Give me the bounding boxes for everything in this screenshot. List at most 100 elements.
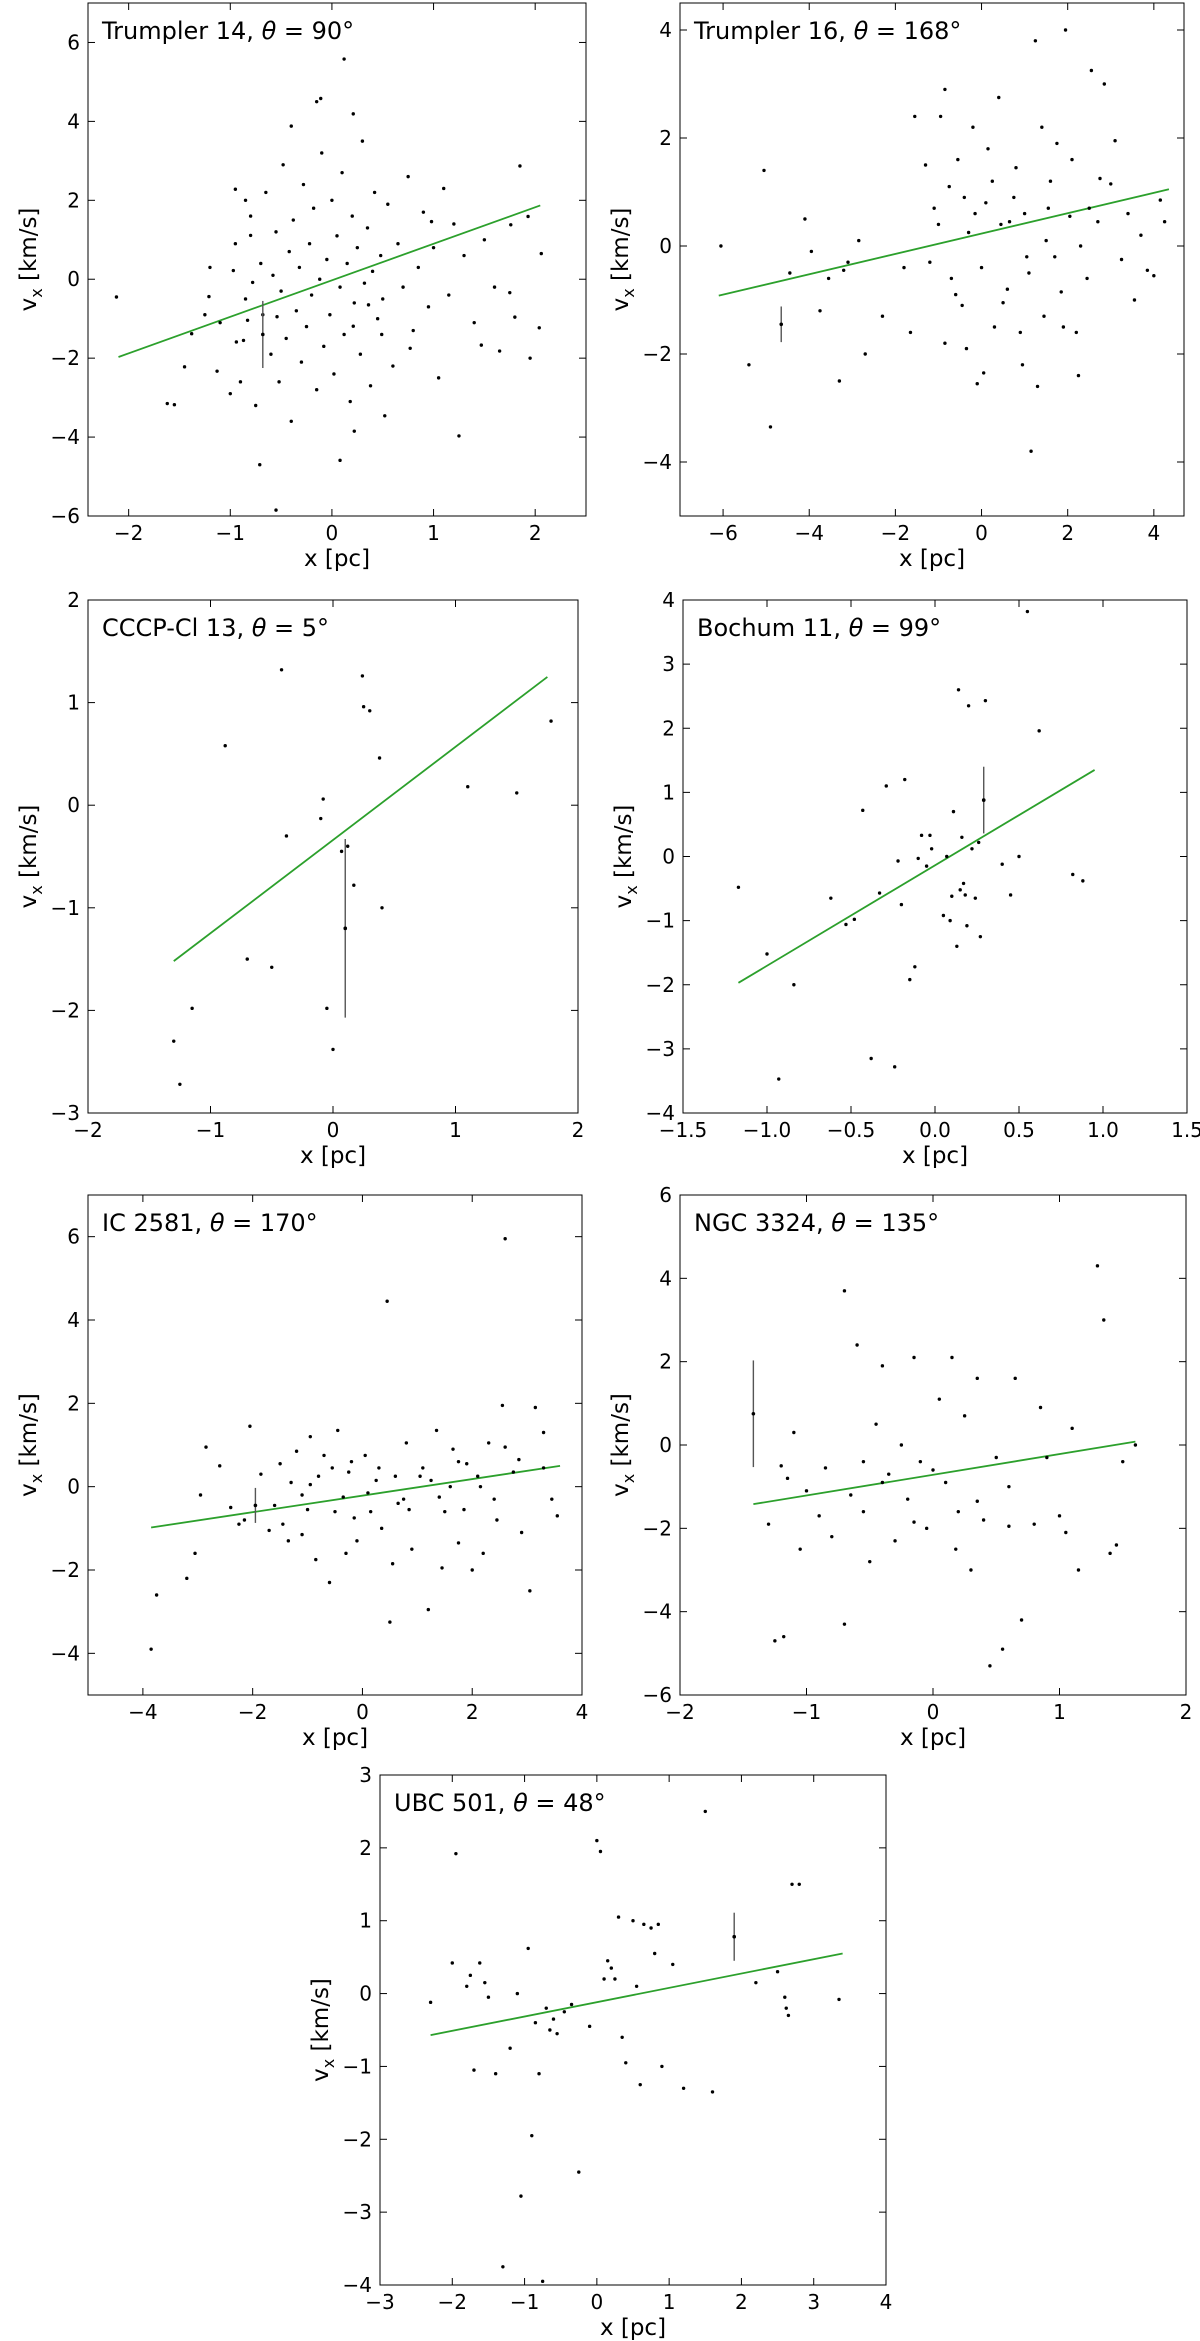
data-point bbox=[286, 1539, 291, 1543]
data-point bbox=[386, 202, 390, 206]
data-point bbox=[264, 190, 268, 195]
data-point bbox=[992, 325, 997, 329]
data-point bbox=[908, 977, 912, 982]
data-point bbox=[345, 261, 349, 266]
data-point bbox=[966, 704, 971, 708]
x-axis-label: x [pc] bbox=[600, 2315, 666, 2341]
data-point bbox=[783, 1995, 787, 1999]
data-point bbox=[587, 2024, 592, 2029]
data-point bbox=[1145, 268, 1150, 272]
data-point bbox=[322, 344, 326, 349]
data-point bbox=[492, 1497, 496, 1501]
data-point bbox=[999, 222, 1003, 227]
x-tick-label: 1.0 bbox=[1087, 1118, 1119, 1142]
data-point bbox=[1059, 290, 1063, 294]
data-point bbox=[956, 688, 961, 692]
data-point bbox=[519, 2194, 523, 2198]
data-point bbox=[349, 1459, 354, 1464]
data-point bbox=[391, 364, 395, 368]
data-point bbox=[555, 2031, 559, 2036]
data-point bbox=[300, 1493, 304, 1497]
data-point bbox=[390, 1562, 395, 1566]
data-point bbox=[258, 463, 262, 467]
data-point bbox=[294, 1449, 299, 1453]
data-point bbox=[976, 840, 981, 845]
data-point bbox=[947, 184, 951, 189]
data-point bbox=[994, 1455, 998, 1460]
y-tick-label: 4 bbox=[659, 18, 672, 42]
error-bar-point bbox=[732, 1934, 736, 1939]
data-point bbox=[671, 1962, 675, 1967]
y-tick-label: 6 bbox=[67, 1225, 80, 1249]
x-tick-label: −6 bbox=[708, 521, 737, 545]
data-point bbox=[544, 2006, 548, 2010]
data-point bbox=[361, 705, 366, 709]
data-point bbox=[863, 352, 867, 356]
data-point bbox=[681, 2086, 686, 2090]
fit-line bbox=[118, 204, 541, 358]
data-point bbox=[416, 265, 421, 270]
y-axis-label: vx [km/s] bbox=[16, 1393, 46, 1497]
data-point bbox=[533, 2021, 538, 2025]
data-point bbox=[267, 1528, 271, 1533]
data-point bbox=[442, 186, 446, 191]
data-point bbox=[855, 1343, 859, 1347]
y-tick-label: 4 bbox=[659, 1266, 672, 1290]
data-point bbox=[912, 1520, 916, 1524]
data-point bbox=[347, 1470, 351, 1474]
data-point bbox=[984, 201, 988, 205]
data-point bbox=[426, 1607, 431, 1612]
data-point bbox=[949, 276, 954, 281]
data-point bbox=[436, 376, 441, 380]
data-point bbox=[768, 425, 773, 429]
data-point bbox=[352, 883, 356, 887]
data-point bbox=[979, 265, 984, 270]
data-point bbox=[358, 352, 363, 356]
data-point bbox=[340, 170, 344, 175]
data-point bbox=[348, 399, 352, 404]
data-point bbox=[342, 332, 346, 337]
data-point bbox=[924, 864, 929, 868]
data-point bbox=[1139, 233, 1143, 237]
fit-line bbox=[737, 769, 1096, 984]
data-point bbox=[975, 382, 979, 386]
y-tick-label: 2 bbox=[67, 1391, 80, 1415]
data-point bbox=[365, 226, 370, 230]
x-axis-label: x [pc] bbox=[899, 546, 965, 572]
data-point bbox=[766, 1522, 771, 1526]
data-point bbox=[1038, 1405, 1043, 1410]
data-point bbox=[375, 316, 380, 321]
error-bar-point bbox=[981, 798, 986, 802]
data-point bbox=[355, 245, 360, 250]
panel-title: IC 2581, θ = 170° bbox=[102, 1209, 318, 1237]
data-point bbox=[245, 957, 249, 961]
data-point bbox=[530, 2133, 534, 2138]
data-point bbox=[598, 1849, 603, 1854]
data-point bbox=[928, 833, 932, 838]
data-point bbox=[408, 346, 412, 350]
data-point bbox=[149, 1647, 153, 1651]
data-point bbox=[1048, 179, 1053, 183]
data-point bbox=[541, 1466, 546, 1470]
data-point bbox=[928, 260, 932, 264]
data-point bbox=[613, 1977, 617, 1981]
data-point bbox=[275, 315, 279, 319]
y-tick-label: 1 bbox=[67, 691, 80, 715]
data-point bbox=[203, 313, 207, 317]
data-point bbox=[620, 2035, 624, 2039]
data-point bbox=[243, 198, 248, 203]
data-point bbox=[1085, 276, 1089, 281]
data-point bbox=[218, 320, 222, 325]
data-point bbox=[352, 301, 356, 305]
data-point bbox=[562, 2010, 567, 2014]
data-point bbox=[401, 285, 405, 289]
data-point bbox=[470, 1568, 474, 1572]
data-point bbox=[241, 338, 246, 343]
y-tick-label: −3 bbox=[343, 2200, 372, 2224]
x-tick-label: 0 bbox=[975, 521, 988, 545]
data-point bbox=[352, 1516, 356, 1520]
data-point bbox=[899, 1443, 904, 1447]
data-point bbox=[229, 1505, 233, 1510]
y-tick-label: −2 bbox=[646, 973, 675, 997]
data-point bbox=[887, 1472, 891, 1476]
